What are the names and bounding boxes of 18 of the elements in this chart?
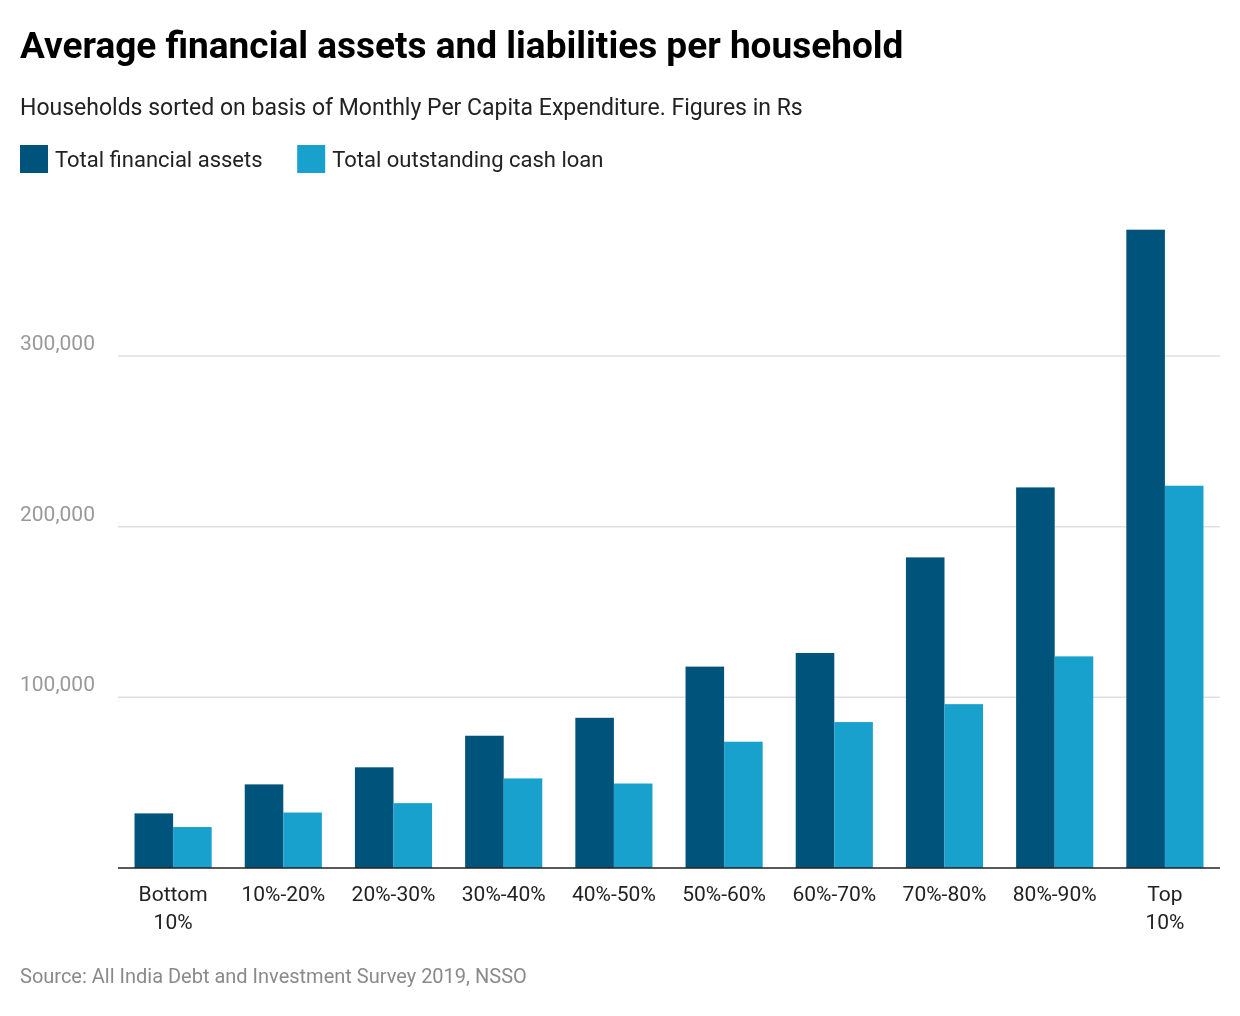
x-tick-label: 20%-30% xyxy=(351,882,436,906)
chart-title: Average financial assets and liabilities per household xyxy=(20,24,904,67)
chart-subtitle: Households sorted on basis of Monthly Per Capita Expenditure. Figures in Rs xyxy=(20,94,803,121)
source-note: Source: All India Debt and Investment Survey 2019, NSSO xyxy=(20,964,527,988)
x-tick-label: 10%-20% xyxy=(241,882,326,906)
x-tick-label: Top 10% xyxy=(1145,882,1185,934)
x-tick-label: 50%-60% xyxy=(682,882,766,906)
x-tick-label: 80%-90% xyxy=(1012,882,1097,906)
x-tick-label: Bottom 10% xyxy=(138,882,208,934)
y-tick-label: 100,000 xyxy=(20,672,95,697)
x-tick-label: 30%-40% xyxy=(461,882,546,906)
x-tick-label: 60%-70% xyxy=(792,882,877,906)
legend-label: Total financial assets xyxy=(55,147,263,172)
x-tick-label: 70%-80% xyxy=(902,882,987,906)
y-tick-label: 300,000 xyxy=(20,331,95,355)
y-tick-label: 200,000 xyxy=(20,501,95,526)
x-tick-label: 40%-50% xyxy=(572,882,656,906)
legend-label: Total outstanding cash loan xyxy=(332,147,604,172)
